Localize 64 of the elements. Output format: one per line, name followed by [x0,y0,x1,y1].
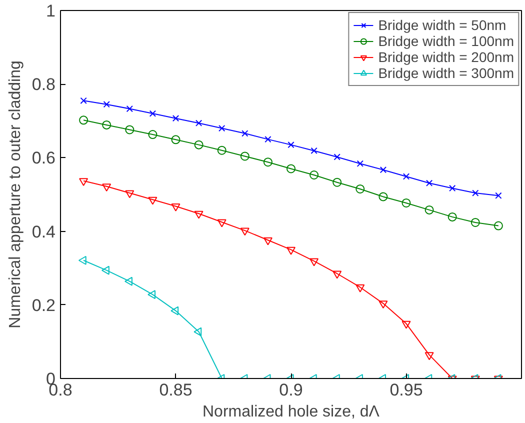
y-tick-label: 0.4 [32,222,56,242]
point [217,146,226,155]
point [263,158,272,167]
point [424,205,434,214]
point [78,256,86,265]
point [288,141,294,148]
x-axis-title: Normalized hole size, dΛ [202,404,380,420]
point [286,164,296,174]
point [148,196,158,205]
point [402,198,411,208]
legend-label: Bridge width = 300nm [378,65,514,81]
point [102,184,112,192]
point [148,130,158,140]
point [310,147,318,154]
point [332,178,342,187]
legend-label: Bridge width = 200nm [378,49,514,65]
y-tick-label: 1 [46,2,56,20]
point [426,180,433,186]
point [378,192,388,202]
point [125,190,134,198]
point [149,110,156,117]
legend-label: Bridge width = 50nm [378,17,506,33]
point [334,154,340,160]
point [242,130,248,137]
y-tick-label: 0.8 [32,75,56,94]
point [171,203,180,212]
point [194,140,204,150]
point [102,120,112,130]
y-tick-label: 0.6 [32,148,56,168]
point [124,276,132,286]
point [449,184,456,192]
point [80,97,87,104]
point [172,114,180,122]
point [470,218,480,227]
point [240,152,250,161]
point [126,105,133,112]
point [448,212,457,222]
point [494,221,503,230]
point [472,190,479,196]
point [170,306,179,316]
point [356,184,365,194]
y-tick-label: 0.2 [32,296,56,315]
x-tick-label: 0.9 [279,380,303,400]
point [79,178,88,186]
point [195,120,202,126]
point [171,135,180,144]
point [380,166,387,174]
point [356,160,364,167]
x-tick-label: 0.95 [390,380,423,400]
point [194,327,202,336]
point [218,124,226,132]
point [148,290,156,300]
point [194,210,204,219]
point [103,101,110,108]
legend-label: Bridge width = 100nm [378,33,514,49]
point [79,116,88,125]
point [264,136,272,143]
point [402,173,410,180]
point [495,192,502,199]
point [125,125,134,134]
point [101,266,110,275]
x-tick-label: 0.85 [159,380,192,400]
y-axis-title: Numerical apperture to outer cladding [6,60,24,328]
point [310,170,319,180]
